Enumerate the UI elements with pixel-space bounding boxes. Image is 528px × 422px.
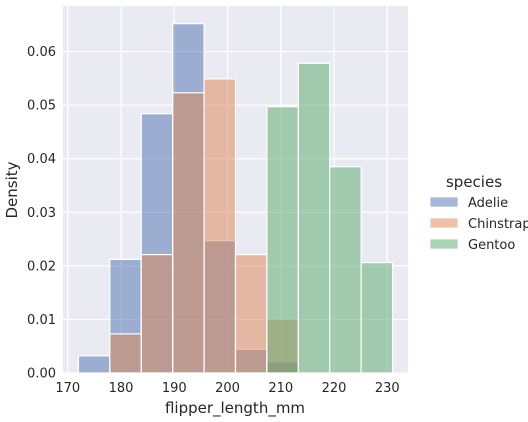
y-tick-label: 0.00 xyxy=(27,367,56,382)
y-tick-label: 0.01 xyxy=(27,313,56,328)
x-tick-label: 210 xyxy=(268,381,293,396)
x-tick-label: 200 xyxy=(215,381,240,396)
x-tick-label: 230 xyxy=(375,381,400,396)
legend-swatch-chinstrap xyxy=(429,217,459,229)
x-tick-label: 190 xyxy=(162,381,187,396)
y-tick-label: 0.02 xyxy=(27,259,56,274)
y-tick-label: 0.04 xyxy=(27,152,56,167)
bar-chinstrap xyxy=(234,253,268,374)
y-tick-label: 0.03 xyxy=(27,206,56,221)
y-tick-labels: 0.00 0.01 0.02 0.03 0.04 0.05 0.06 xyxy=(27,45,56,381)
histogram-bars xyxy=(77,23,394,374)
y-tick-label: 0.06 xyxy=(27,45,56,60)
bar-gentoo xyxy=(360,262,394,374)
legend-title: species xyxy=(446,173,502,191)
x-tick-label: 220 xyxy=(322,381,347,396)
legend-label: Gentoo xyxy=(468,238,515,253)
bar-gentoo xyxy=(297,62,331,374)
y-tick-label: 0.05 xyxy=(27,99,56,114)
y-axis-label: Density xyxy=(3,161,21,218)
legend: species Adelie Chinstrap Gentoo xyxy=(429,173,528,253)
bar-adelie xyxy=(77,355,111,374)
x-tick-label: 170 xyxy=(55,381,80,396)
x-tick-label: 180 xyxy=(109,381,134,396)
legend-label: Adelie xyxy=(468,196,508,211)
legend-swatch-gentoo xyxy=(429,238,459,250)
legend-swatch-adelie xyxy=(429,196,459,208)
bar-gentoo xyxy=(329,166,362,374)
bar-chinstrap xyxy=(140,253,174,374)
x-tick-labels: 170 180 190 200 210 220 230 xyxy=(55,381,399,396)
bar-chinstrap xyxy=(203,78,237,374)
x-axis-label: flipper_length_mm xyxy=(165,399,305,418)
bar-gentoo xyxy=(266,106,299,374)
bar-chinstrap xyxy=(109,333,142,374)
legend-label: Chinstrap xyxy=(468,217,528,232)
bar-chinstrap xyxy=(172,92,205,374)
